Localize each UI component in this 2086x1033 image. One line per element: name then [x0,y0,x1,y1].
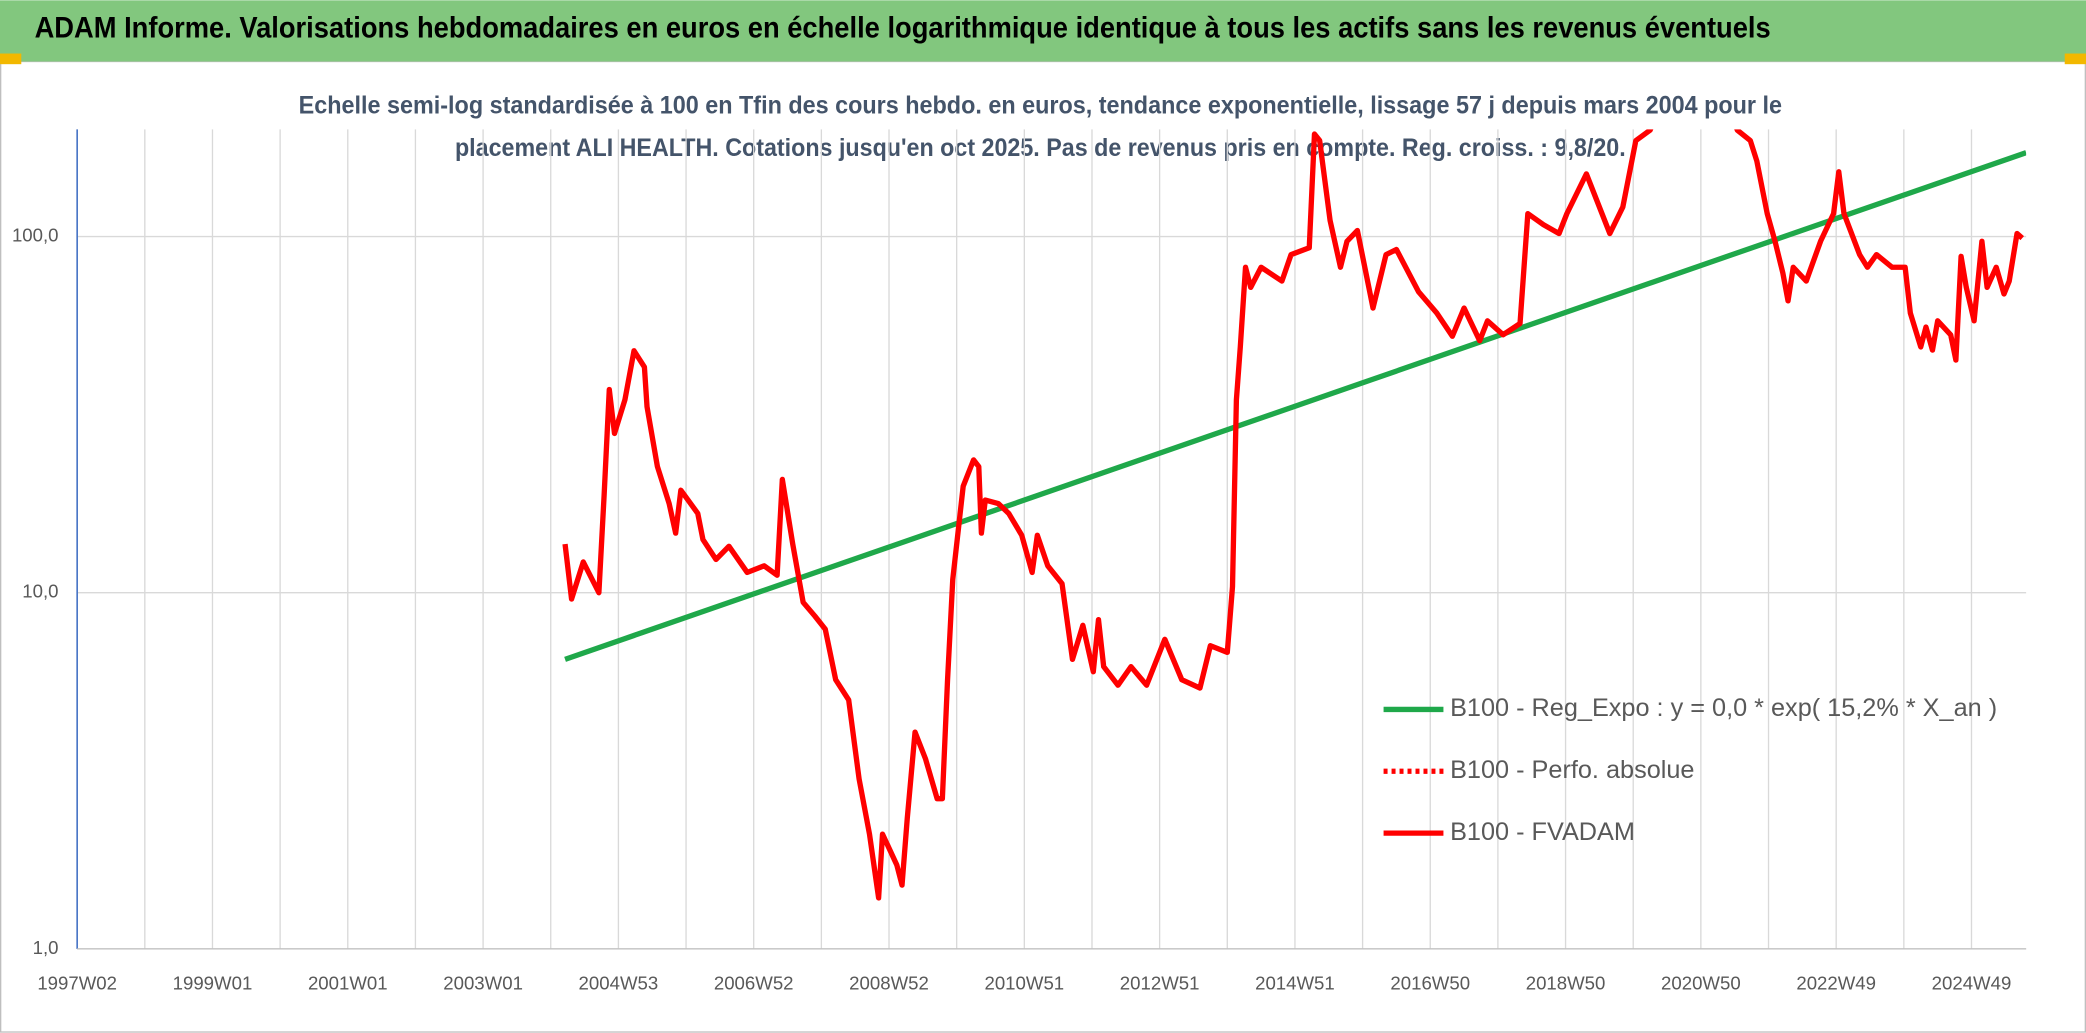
x-tick-label: 2001W01 [308,973,388,994]
x-tick-label: 2008W52 [849,973,929,994]
y-tick-label: 10,0 [22,581,58,602]
x-tick-label: 2003W01 [443,973,523,994]
x-tick-label: 2006W52 [714,973,794,994]
x-tick-label: 2022W49 [1796,973,1876,994]
series-line [564,150,2027,662]
x-tick-label: 2010W51 [984,973,1064,994]
x-tick-label: 2012W51 [1120,973,1200,994]
corner-left [0,53,22,65]
series-line [562,129,2024,901]
legend-label: B100 - FVADAM [1450,818,1635,846]
legend-label: B100 - Reg_Expo : y = 0,0 * exp( 15,2% *… [1450,694,1997,722]
x-tick-label: 2020W50 [1661,973,1741,994]
chart-title: ADAM Informe. Valorisations hebdomadaire… [35,12,1771,44]
x-tick-label: 2014W51 [1255,973,1335,994]
plot [562,129,2027,901]
x-tick-label: 2018W50 [1526,973,1606,994]
corner-right [2064,53,2086,65]
y-tick-label: 100,0 [12,224,59,245]
chart-subtitle: placement ALI HEALTH. Cotations jusqu'en… [455,134,1626,162]
x-tick-label: 2016W50 [1390,973,1470,994]
x-tick-label: 2004W53 [579,973,659,994]
y-tick-label: 1,0 [33,937,59,958]
chart-subtitle: Echelle semi-log standardisée à 100 en T… [299,91,1782,119]
legend-label: B100 - Perfo. absolue [1450,756,1694,784]
title-band [0,0,2086,62]
x-tick-label: 2024W49 [1932,973,2012,994]
x-tick-label: 1999W01 [173,973,253,994]
x-tick-label: 1997W02 [37,973,117,994]
